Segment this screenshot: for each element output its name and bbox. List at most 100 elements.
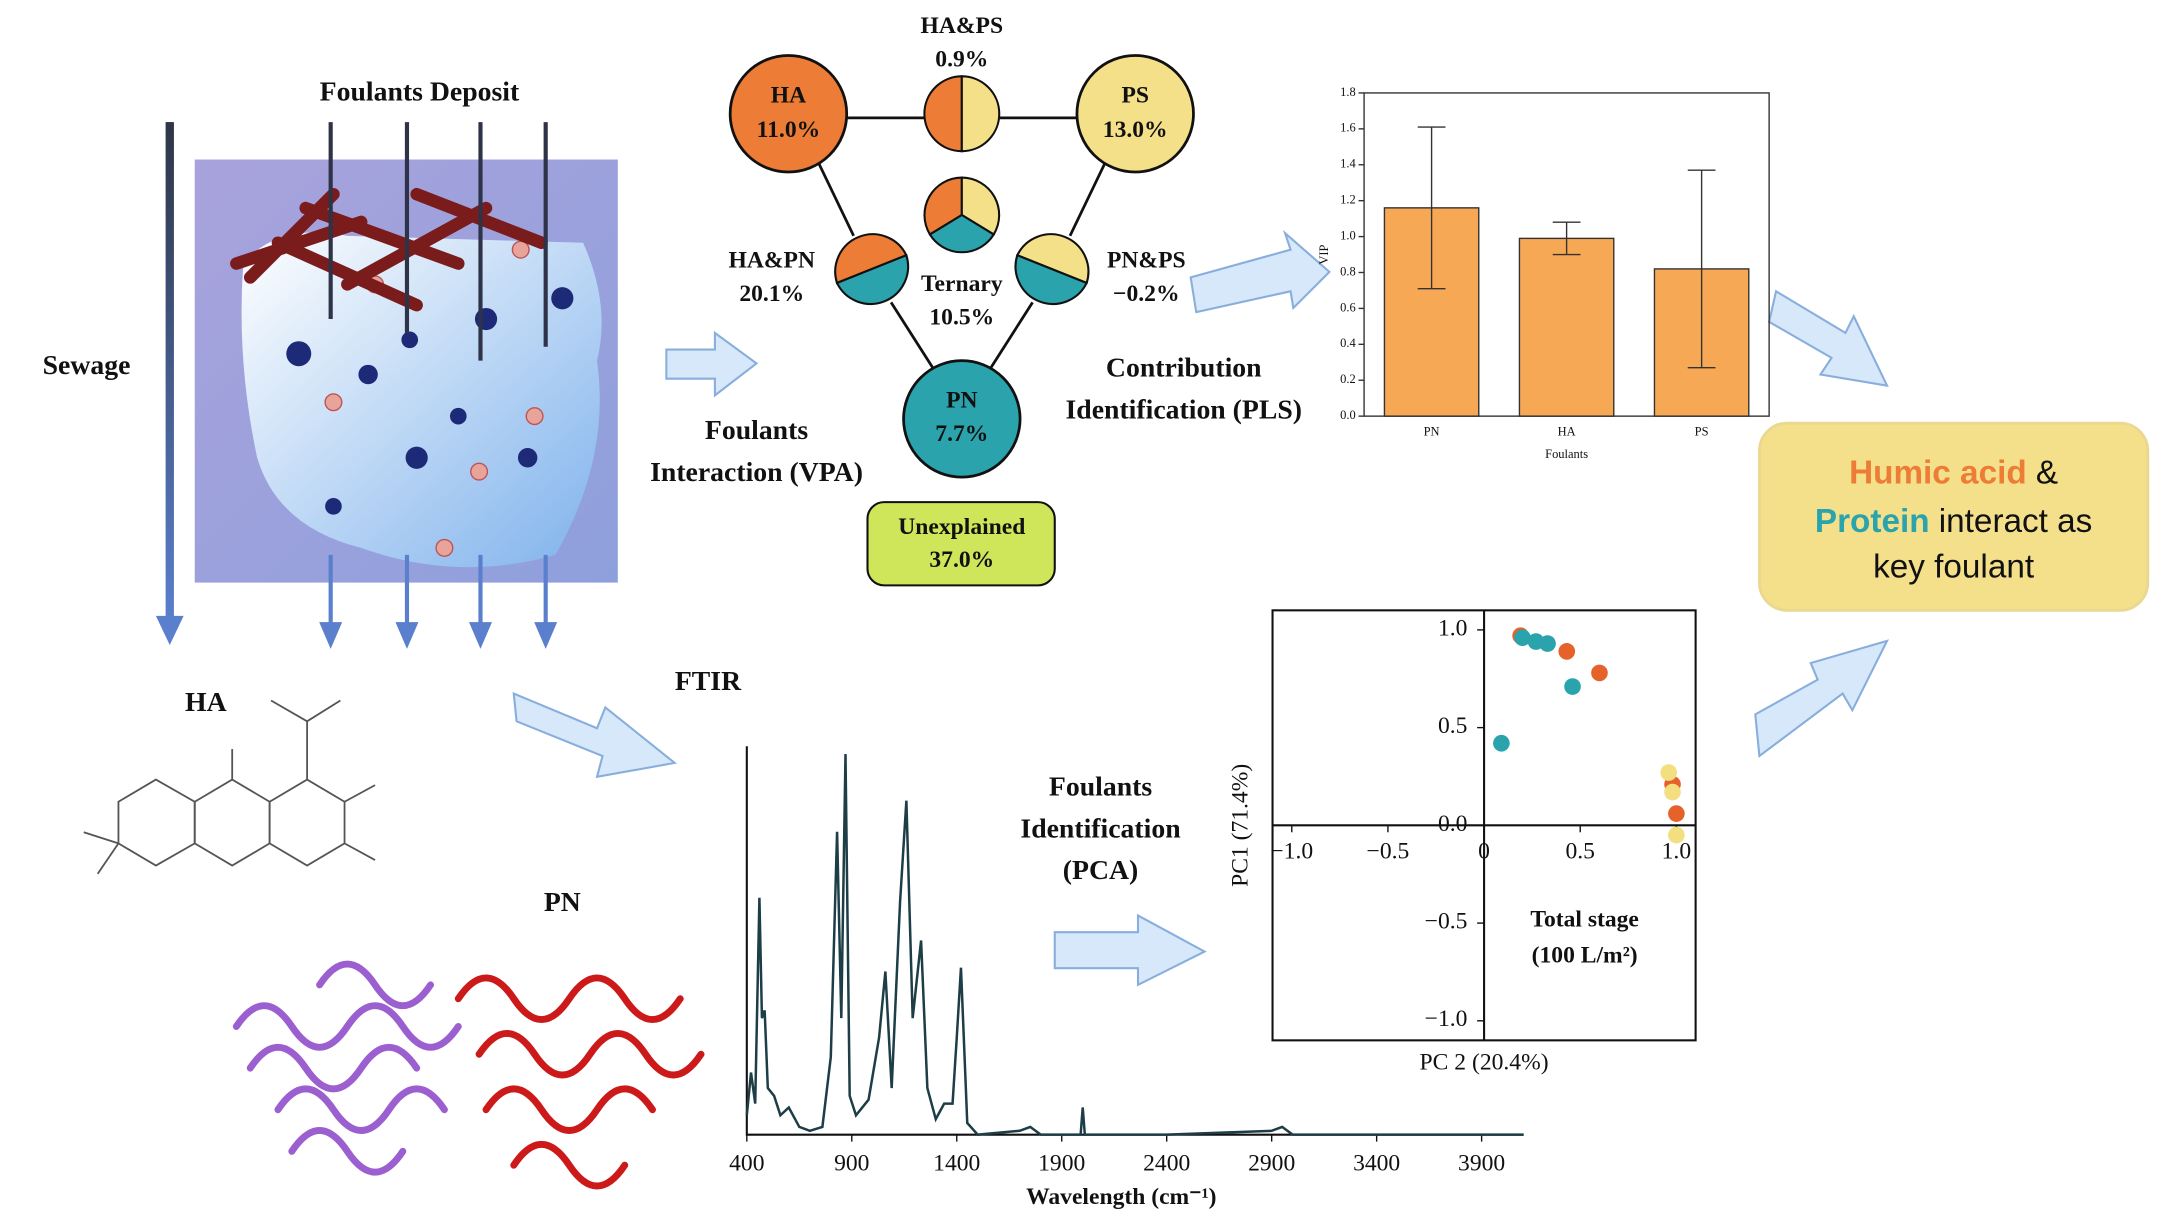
error-bar	[1552, 221, 1581, 256]
x-tick-label: 0.5	[1565, 838, 1594, 864]
arrow	[1767, 289, 1889, 387]
x-axis-label: Wavelength (cm⁻¹)	[1026, 1184, 1216, 1210]
pie-ternary	[923, 176, 1001, 254]
label: (PCA)	[1063, 855, 1138, 886]
y-tick-label: 1.8	[1340, 85, 1356, 99]
node-pn	[902, 359, 1022, 479]
point	[1539, 635, 1556, 652]
node-ha	[728, 54, 849, 174]
y-tick-label: 1.0	[1340, 228, 1356, 242]
shape	[243, 187, 340, 284]
shape	[1015, 233, 1090, 285]
shape	[534, 622, 558, 649]
text: &	[2027, 454, 2058, 491]
sewage-arrow-head	[155, 615, 184, 646]
y-tick-label: 0.2	[1340, 372, 1356, 386]
shape	[517, 448, 538, 468]
shape	[1014, 253, 1089, 306]
y-tick-label: 0.0	[1340, 408, 1356, 422]
y-tick-label: 0.8	[1340, 264, 1356, 278]
y-tick-label: 1.6	[1340, 121, 1356, 135]
node-label: HA&PN	[729, 248, 815, 274]
shape	[268, 778, 346, 867]
label: HA	[185, 687, 227, 718]
x-tick-label: 1400	[933, 1151, 980, 1177]
shape	[551, 287, 574, 310]
shape	[889, 301, 934, 369]
node-value: 37.0%	[929, 547, 994, 573]
label: Contribution	[1106, 353, 1262, 384]
x-tick-label: 900	[834, 1151, 869, 1177]
node-value: 10.5%	[929, 304, 994, 330]
shape	[319, 622, 343, 649]
shape	[474, 307, 498, 331]
error-bar	[1687, 169, 1716, 369]
highlight: Protein	[1815, 503, 1930, 540]
shape	[511, 240, 530, 259]
shape	[834, 233, 908, 285]
shape	[96, 842, 120, 875]
conclusion: Protein interact as	[1815, 503, 2092, 540]
label: Foulants Deposit	[320, 77, 520, 108]
shape	[324, 393, 343, 412]
y-tick-label: 1.4	[1340, 157, 1356, 171]
point	[1564, 678, 1581, 695]
x-axis-label: PC 2 (20.4%)	[1420, 1049, 1549, 1075]
shape	[405, 446, 428, 469]
y-tick-label: −1.0	[1425, 1006, 1468, 1032]
x-tick-label: −0.5	[1367, 838, 1410, 864]
node-value: 20.1%	[739, 281, 804, 307]
ha-molecule	[83, 699, 376, 875]
shape	[454, 974, 705, 1190]
x-tick-label: −1.0	[1270, 838, 1313, 864]
arrow	[1053, 913, 1207, 987]
y-tick-label: 1.2	[1340, 193, 1356, 207]
y-tick-label: 0.6	[1340, 300, 1356, 314]
point	[1668, 826, 1685, 844]
shape	[83, 831, 119, 845]
error-bar	[1417, 126, 1446, 290]
shape	[230, 215, 368, 270]
x-tick-label: 0	[1478, 838, 1490, 864]
arrow	[512, 691, 678, 779]
deposit-lines	[328, 122, 548, 361]
point	[1493, 734, 1510, 752]
conclusion-box	[1758, 421, 2150, 612]
shape	[344, 842, 376, 861]
flow-arrows	[512, 229, 1890, 987]
shape	[270, 699, 308, 723]
shape	[193, 778, 271, 867]
shape	[401, 331, 419, 349]
point	[1664, 783, 1681, 801]
unexplained-box	[866, 501, 1056, 587]
point	[1668, 805, 1685, 822]
node-value: 0.9%	[935, 46, 988, 72]
shape	[923, 75, 963, 153]
point	[1591, 664, 1608, 682]
spectrum	[745, 754, 1524, 1136]
x-tick-label: 2900	[1248, 1151, 1295, 1177]
label: Identification	[1020, 813, 1180, 844]
x-tick-label: 3400	[1353, 1151, 1400, 1177]
y-tick-label: 0.0	[1438, 811, 1467, 837]
label: PN	[544, 887, 581, 918]
node-value: −0.2%	[1113, 281, 1180, 307]
shape	[449, 407, 467, 425]
label: Foulants	[1049, 772, 1152, 803]
shape	[232, 960, 462, 1176]
point	[1514, 629, 1531, 647]
shape	[325, 497, 342, 515]
shape	[117, 778, 196, 867]
membrane-illustration	[155, 122, 618, 649]
node-label: Ternary	[921, 271, 1003, 297]
sewage-arrow	[165, 122, 174, 622]
label: Identification (PLS)	[1066, 394, 1303, 425]
vpa-labels: HA 11.0% PS 13.0% PN 7.7% HA&PS 0.9% HA&PN 20.1% P…	[729, 13, 1186, 573]
permeate-arrows	[319, 554, 558, 649]
pn-protein	[232, 960, 705, 1190]
shape	[928, 213, 996, 254]
annotation: (100 L/m²)	[1532, 943, 1638, 969]
y-tick-label: 1.0	[1438, 615, 1467, 641]
shape	[395, 622, 419, 649]
